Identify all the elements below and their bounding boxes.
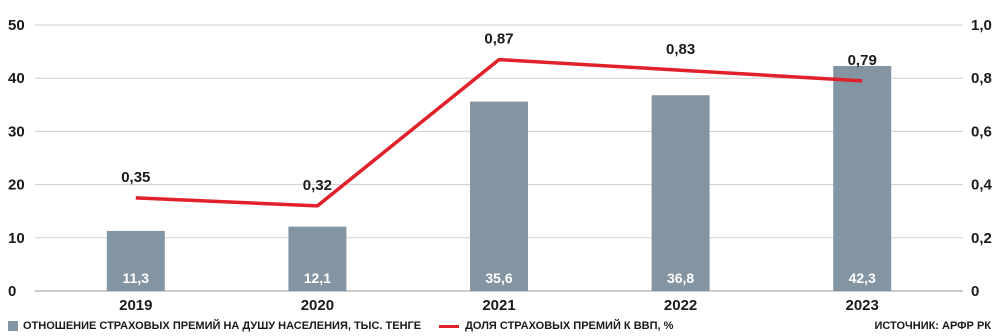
category-labels: 2019 2020 2021 2022 2023 xyxy=(119,297,879,314)
x-tick-label: 2023 xyxy=(846,297,879,314)
legend-line-label: ДОЛЯ СТРАХОВЫХ ПРЕМИЙ К ВВП, % xyxy=(465,320,674,332)
y2-tick-label: 0,2 xyxy=(971,230,992,247)
y-tick-label: 0 xyxy=(8,283,16,300)
legend-bar-label: ОТНОШЕНИЕ СТРАХОВЫХ ПРЕМИЙ НА ДУШУ НАСЕЛ… xyxy=(23,320,422,332)
line-value-label: 0,83 xyxy=(666,41,695,58)
line-path xyxy=(135,57,863,208)
y-tick-label: 30 xyxy=(8,123,25,140)
y-tick-label: 50 xyxy=(8,17,25,34)
x-tick-label: 2019 xyxy=(119,297,152,314)
legend: ОТНОШЕНИЕ СТРАХОВЫХ ПРЕМИЙ НА ДУШУ НАСЕЛ… xyxy=(8,318,673,334)
line-value-label: 0,32 xyxy=(303,177,332,194)
y-tick-label: 40 xyxy=(8,70,25,87)
x-tick-label: 2020 xyxy=(301,297,334,314)
y-tick-label: 20 xyxy=(8,177,25,194)
line-value-label: 0,79 xyxy=(848,52,877,69)
y2-tick-label: 1,0 xyxy=(971,17,992,34)
y2-tick-label: 0 xyxy=(971,283,979,300)
bar xyxy=(651,95,710,291)
line-value-label: 0,35 xyxy=(121,169,150,186)
x-tick-label: 2022 xyxy=(664,297,697,314)
bar-series: 11,3 12,1 35,6 36,8 42,3 xyxy=(106,65,892,292)
bar-value-label: 35,6 xyxy=(485,270,512,286)
left-axis-ticks: 0 10 20 30 40 50 xyxy=(8,17,25,300)
y2-tick-label: 0,6 xyxy=(971,123,992,140)
line-series: 0,35 0,32 0,87 0,83 0,79 xyxy=(121,31,877,208)
y-tick-label: 10 xyxy=(8,230,25,247)
bar-value-label: 11,3 xyxy=(123,270,150,286)
bar xyxy=(833,65,892,292)
bar xyxy=(470,101,528,291)
legend-bar-swatch xyxy=(8,321,18,331)
bar-value-label: 42,3 xyxy=(849,270,876,286)
legend-line-swatch xyxy=(439,324,460,328)
source-note: ИСТОЧНИК: АРФР РК xyxy=(874,320,991,332)
y2-tick-label: 0,4 xyxy=(971,177,993,194)
x-tick-label: 2021 xyxy=(482,297,515,314)
y2-tick-label: 0,8 xyxy=(971,70,992,87)
bar-value-label: 12,1 xyxy=(304,270,331,286)
bar-value-label: 36,8 xyxy=(667,270,694,286)
right-axis-ticks: 0 0,2 0,4 0,6 0,8 1,0 xyxy=(971,17,993,300)
bar xyxy=(288,226,347,291)
line-value-label: 0,87 xyxy=(484,31,513,48)
bar xyxy=(106,230,165,291)
